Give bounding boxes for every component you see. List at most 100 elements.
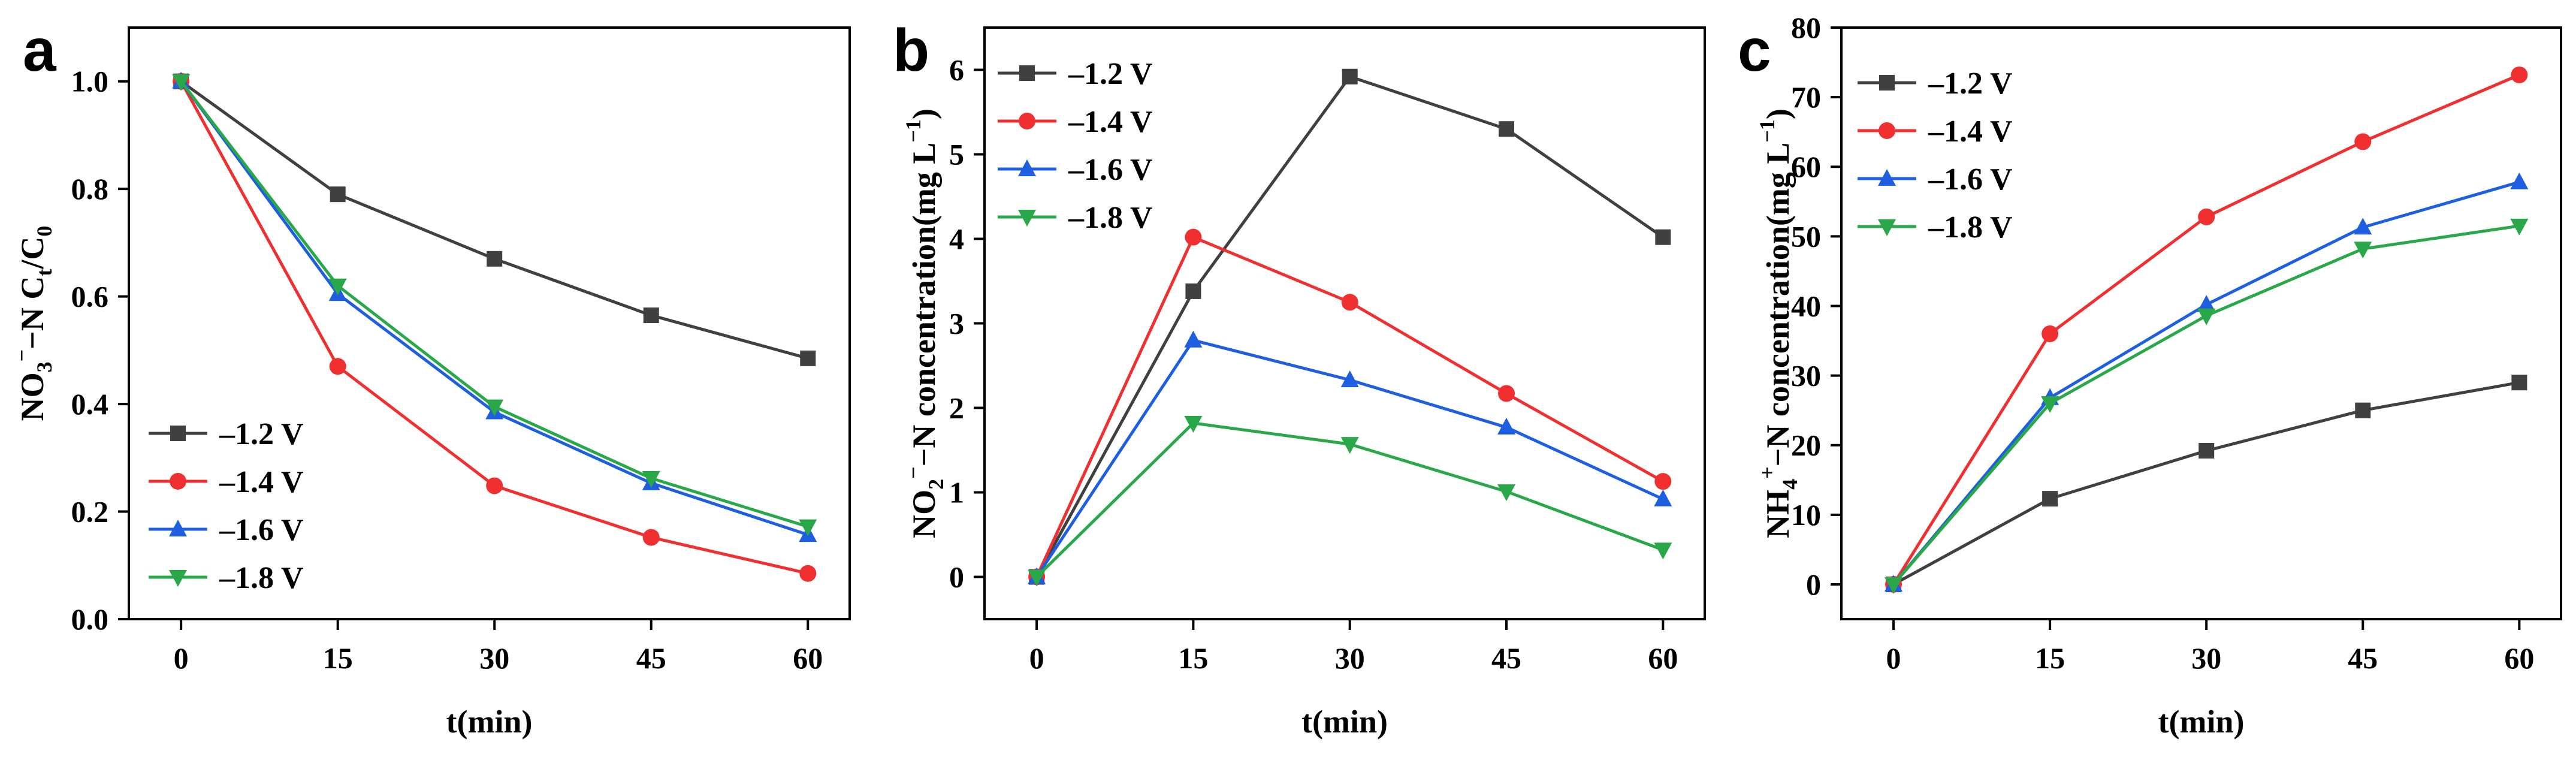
- data-point: [2510, 218, 2529, 236]
- y-tick-label: 2: [949, 391, 964, 425]
- data-point: [1654, 489, 1672, 506]
- y-axis-title-part: ): [1760, 108, 1796, 119]
- x-axis-title: t(min): [1301, 704, 1388, 740]
- legend-marker: [169, 520, 187, 536]
- y-axis-title-superscript: −: [10, 349, 34, 362]
- data-point: [1185, 228, 1202, 246]
- y-tick-label: 0: [949, 560, 964, 594]
- legend-label: –1.2 V: [1928, 67, 2013, 101]
- data-point: [1655, 229, 1671, 245]
- data-point: [1497, 417, 1516, 435]
- x-tick-label: 15: [1178, 641, 1208, 675]
- y-tick-label: 10: [1791, 498, 1821, 532]
- y-axis-title-subscript: t: [32, 269, 56, 276]
- data-point: [329, 358, 346, 375]
- y-tick-label: 3: [949, 307, 964, 340]
- legend-marker: [1019, 113, 1035, 129]
- y-axis-title-part: ): [906, 108, 942, 119]
- legend-marker: [1878, 169, 1896, 186]
- data-point: [2510, 172, 2529, 189]
- y-tick-label: 6: [949, 53, 964, 87]
- data-point: [330, 186, 346, 203]
- data-point: [2197, 295, 2216, 312]
- y-tick-label: 20: [1791, 429, 1821, 462]
- legend-label: –1.6 V: [1928, 162, 2013, 197]
- legend-marker: [1018, 159, 1036, 176]
- y-tick-label: 4: [949, 222, 964, 256]
- data-point: [1184, 330, 1203, 348]
- data-point: [2354, 218, 2372, 235]
- legend-marker: [1878, 219, 1896, 236]
- x-tick-label: 45: [2348, 641, 2378, 675]
- legend-marker: [1879, 122, 1895, 139]
- data-point: [1885, 577, 1903, 594]
- x-tick-label: 15: [323, 641, 353, 675]
- y-axis-title: NH4+−N concentration(mg L−1): [1755, 108, 1802, 538]
- legend-marker: [1019, 65, 1035, 81]
- legend: –1.2 V –1.4 V –1.6 V –1.8 V: [998, 57, 1153, 235]
- legend: –1.2 V –1.4 V –1.6 V –1.8 V: [149, 417, 304, 595]
- y-axis-title-subscript: 0: [32, 226, 56, 237]
- data-point: [2511, 375, 2527, 391]
- x-tick-label: 0: [1029, 641, 1044, 675]
- y-tick-label: 0.4: [71, 387, 109, 421]
- data-point: [1654, 542, 1672, 560]
- data-point: [2197, 308, 2216, 325]
- data-point: [1185, 283, 1201, 299]
- legend-label: –1.2 V: [1068, 57, 1153, 91]
- y-tick-label: 50: [1791, 219, 1821, 253]
- y-axis-title: NO3−−N Ct/C0: [10, 226, 56, 421]
- y-tick-label: 60: [1791, 150, 1821, 183]
- y-axis-title-superscript: −1: [901, 119, 925, 143]
- y-tick-label: 30: [1791, 359, 1821, 393]
- y-tick-label: 5: [949, 138, 964, 171]
- y-tick-label: 80: [1791, 11, 1821, 44]
- legend: –1.2 V –1.4 V –1.6 V –1.8 V: [1858, 67, 2013, 245]
- y-axis-title-part: −N concentration(mg L: [1760, 143, 1796, 467]
- y-axis-title-part: NH: [1760, 490, 1796, 538]
- data-point: [800, 350, 816, 366]
- data-point: [2354, 242, 2372, 259]
- series-line: [180, 80, 808, 360]
- data-point: [2042, 325, 2059, 342]
- x-axis-title: t(min): [446, 704, 533, 740]
- legend-label: –1.4 V: [219, 465, 304, 499]
- y-tick-label: 1: [949, 476, 964, 509]
- y-axis-title-superscript: +: [1755, 466, 1779, 479]
- y-axis-title-part: NO: [14, 372, 50, 421]
- data-point: [2042, 491, 2058, 507]
- data-point: [2041, 396, 2059, 414]
- legend-label: –1.2 V: [219, 417, 304, 451]
- y-axis-title-subscript: 4: [1778, 479, 1802, 490]
- data-point: [172, 74, 191, 91]
- data-point: [799, 519, 817, 536]
- data-point: [643, 307, 659, 324]
- x-tick-label: 60: [1648, 641, 1678, 675]
- data-point: [1184, 415, 1203, 433]
- y-axis-title-part: /C: [14, 237, 50, 270]
- data-point: [642, 471, 660, 488]
- legend-label: –1.6 V: [1068, 153, 1153, 187]
- data-point: [799, 565, 817, 582]
- x-tick-label: 0: [174, 641, 189, 675]
- data-point: [485, 399, 504, 417]
- y-axis-title: NO2−−N concentration(mg L−1): [901, 108, 948, 538]
- data-point: [1342, 68, 1358, 85]
- data-point: [2511, 66, 2528, 83]
- series-line: [1892, 381, 2520, 586]
- y-tick-label: 0.2: [71, 495, 109, 529]
- data-point: [487, 251, 503, 267]
- series-line: [1035, 75, 1664, 578]
- data-point: [328, 278, 347, 295]
- legend-marker: [170, 473, 186, 490]
- y-tick-label: 40: [1791, 289, 1821, 322]
- x-tick-label: 30: [479, 641, 509, 675]
- legend-label: –1.4 V: [1928, 114, 2013, 149]
- x-tick-label: 45: [1491, 641, 1521, 675]
- x-tick-label: 60: [793, 641, 823, 675]
- legend-label: –1.8 V: [1928, 210, 2013, 245]
- y-tick-label: 70: [1791, 80, 1821, 114]
- y-axis-title-superscript: −: [901, 466, 925, 479]
